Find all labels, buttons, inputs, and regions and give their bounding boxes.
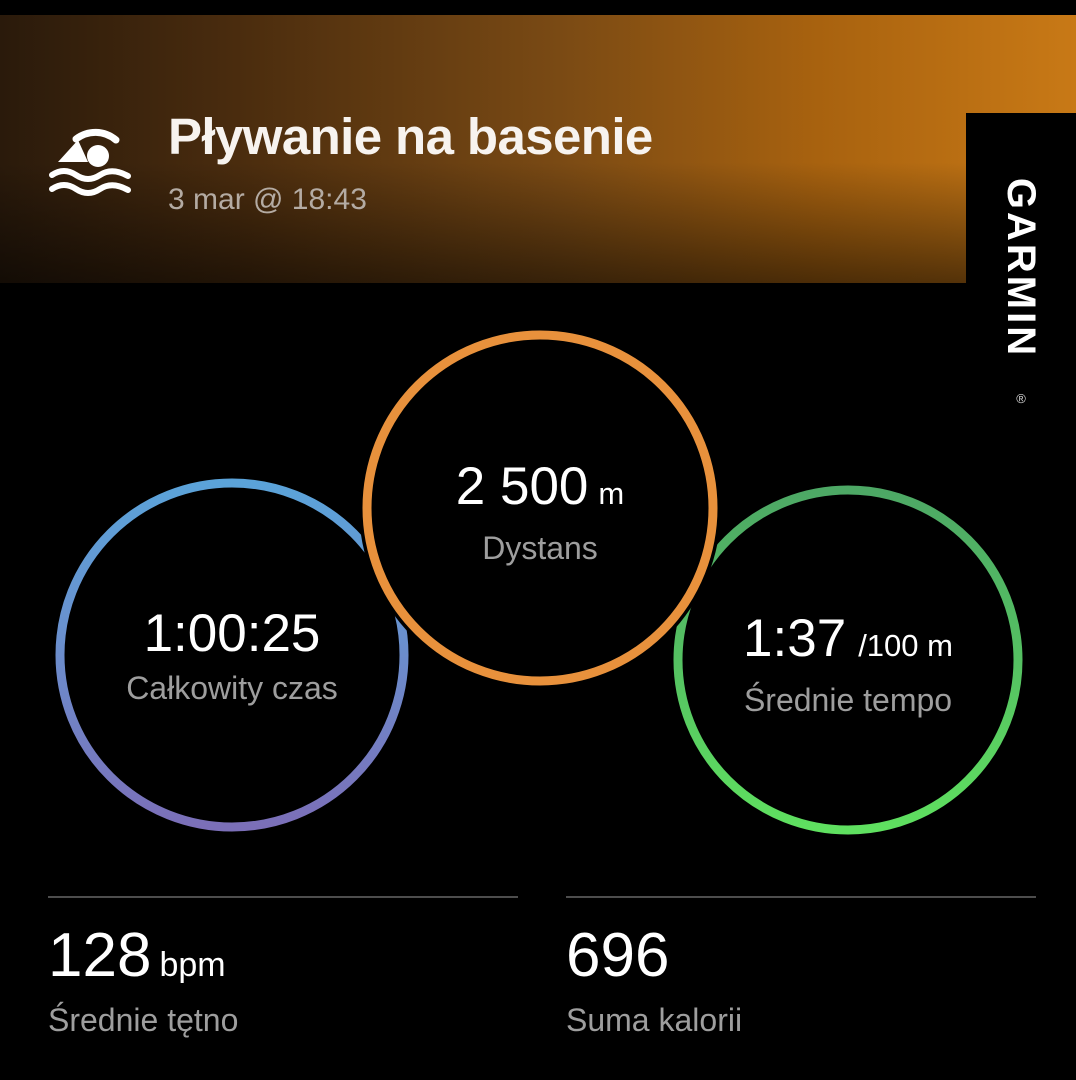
activity-header: Pływanie na basenie 3 mar @ 18:43 (0, 15, 1076, 283)
ring-average-pace (673, 485, 1023, 835)
title-block: Pływanie na basenie 3 mar @ 18:43 (168, 107, 928, 220)
activity-date: 3 mar @ 18:43 (168, 183, 367, 216)
stat-caption-total-calories: Suma kalorii (566, 1002, 743, 1038)
stat-divider-line (48, 896, 518, 898)
metric-rings-group: 1:00:25 Całkowity czas 2 500 m Dystans 1:… (0, 300, 1076, 900)
garmin-logo-box: GARMIN ® (966, 113, 1076, 423)
ring-distance (362, 330, 718, 686)
swimmer-icon (49, 128, 131, 196)
stat-value-average-heart-rate: 128 (48, 921, 152, 990)
summary-stats-row: 128 bpm Średnie tętno 696 Suma kalorii (0, 896, 1076, 1080)
stat-total-calories: 696 Suma kalorii (518, 896, 1036, 1080)
rings-svg (55, 330, 1023, 835)
registered-trademark-mark: ® (1016, 391, 1026, 406)
stat-caption-average-heart-rate: Średnie tętno (48, 1002, 239, 1038)
stat-value-total-calories: 696 (566, 921, 670, 990)
stat-unit-average-heart-rate: bpm (159, 946, 226, 984)
activity-title: Pływanie na basenie (168, 108, 653, 165)
ring-total-time (55, 478, 409, 832)
stat-divider-line (566, 896, 1036, 898)
stat-value-row: 696 (566, 924, 1036, 988)
stat-value-row: 128 bpm (48, 924, 518, 988)
stat-average-heart-rate: 128 bpm Średnie tętno (0, 896, 518, 1080)
